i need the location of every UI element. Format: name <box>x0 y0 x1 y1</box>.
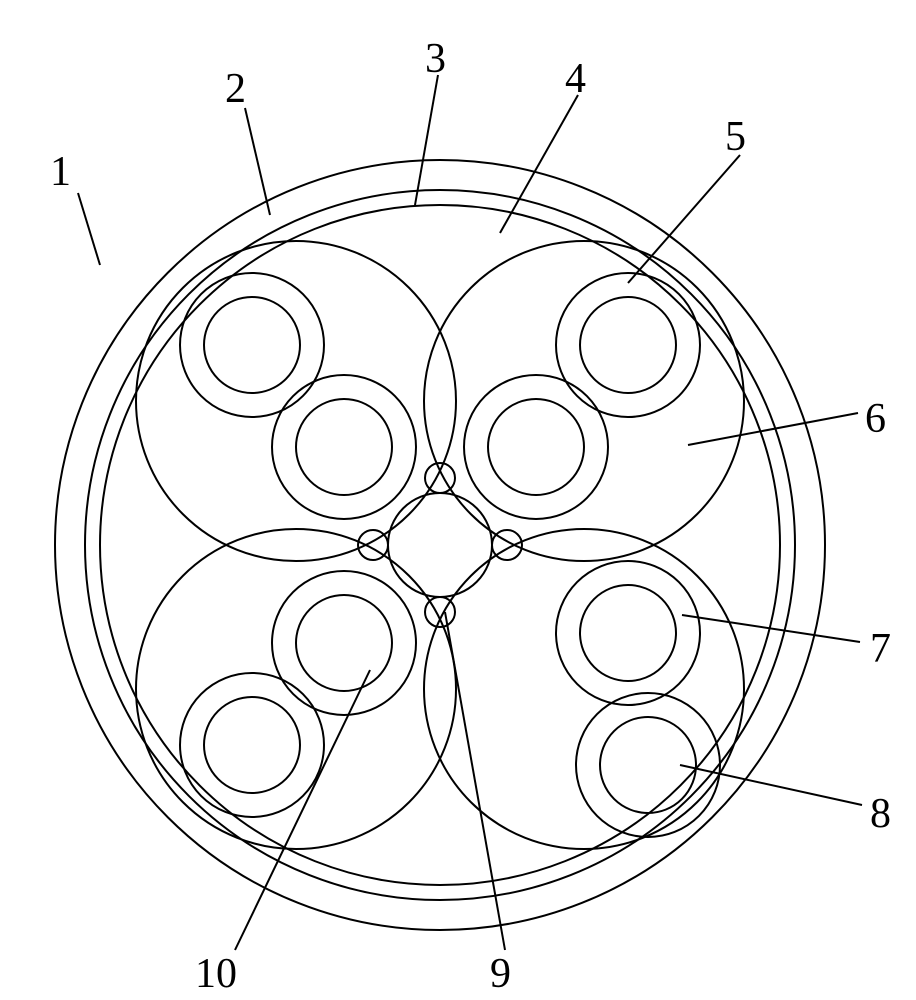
leader-8 <box>680 765 862 805</box>
leader-2 <box>245 108 270 215</box>
group-top-right-sub2-outer <box>464 375 608 519</box>
group-bottom-left-sub2-outer <box>180 673 324 817</box>
group-bottom-right-sub1-inner <box>580 585 676 681</box>
label-5: 5 <box>725 113 746 161</box>
label-8: 8 <box>870 790 891 838</box>
leader-6 <box>688 413 858 445</box>
group-bottom-left-sub1-outer <box>272 571 416 715</box>
small-circle-1 <box>492 530 522 560</box>
group-top-right-sub1-inner <box>580 297 676 393</box>
group-top-left-sub1-inner <box>204 297 300 393</box>
leader-3 <box>415 75 438 205</box>
outer-ring-3 <box>100 205 780 885</box>
label-4: 4 <box>565 55 586 103</box>
group-top-left-sub2-outer <box>272 375 416 519</box>
group-bottom-left-sub2-inner <box>204 697 300 793</box>
diagram-svg <box>0 0 916 1000</box>
center-hub <box>388 493 492 597</box>
label-10: 10 <box>195 950 237 998</box>
group-top-right-sub1-outer <box>556 273 700 417</box>
group-bottom-left-sub1-inner <box>296 595 392 691</box>
group-top-right-sub2-inner <box>488 399 584 495</box>
small-circle-3 <box>358 530 388 560</box>
label-2: 2 <box>225 65 246 113</box>
label-6: 6 <box>865 395 886 443</box>
label-9: 9 <box>490 950 511 998</box>
label-7: 7 <box>870 625 891 673</box>
leader-10 <box>235 670 370 950</box>
small-circle-0 <box>425 463 455 493</box>
label-3: 3 <box>425 35 446 83</box>
small-circle-2 <box>425 597 455 627</box>
outer-ring-2 <box>85 190 795 900</box>
outer-ring-1 <box>55 160 825 930</box>
group-top-left-sub2-inner <box>296 399 392 495</box>
group-bottom-right-sub1-outer <box>556 561 700 705</box>
leader-1 <box>78 193 100 265</box>
group-top-left-sub1-outer <box>180 273 324 417</box>
label-1: 1 <box>50 148 71 196</box>
